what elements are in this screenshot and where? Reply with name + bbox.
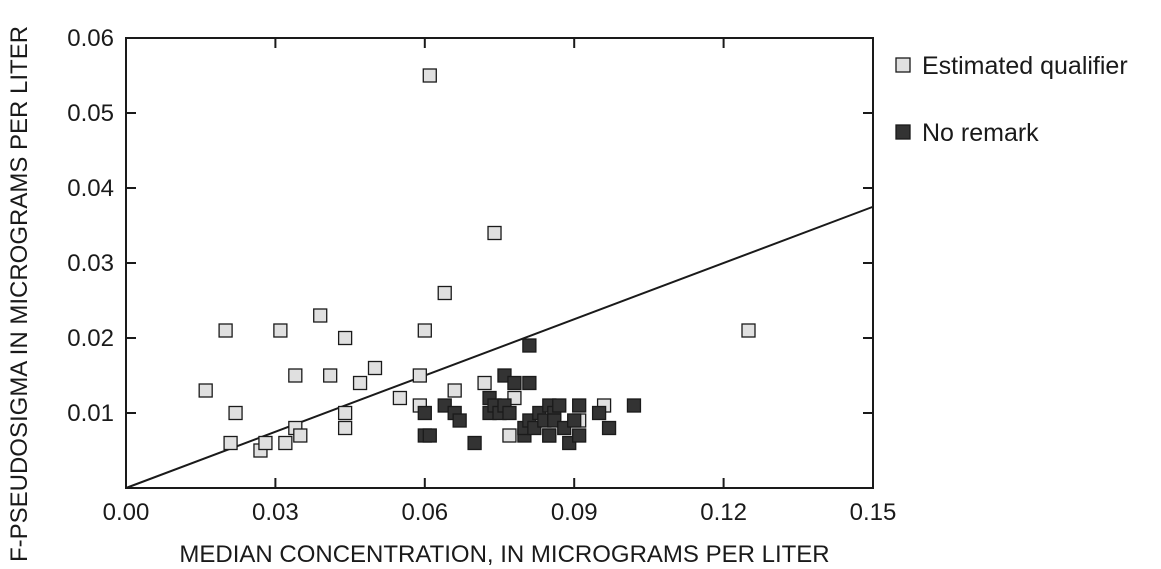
estimated-qualifier-point [228,405,243,421]
legend-swatch [895,124,911,140]
no-remark-point [601,420,617,436]
no-remark-point [626,398,642,413]
no-remark-point [507,375,522,391]
legend-label: Estimated qualifier [922,52,1128,80]
y-tick-label: 0.06 [67,25,114,52]
no-remark-point [522,338,537,353]
x-tick-label: 0.15 [850,499,897,526]
no-remark-point [467,435,482,451]
no-remark-point [502,405,517,421]
axis-ticks: 0.00 0.03 0.06 0.09 0.12 0.15 0.01 0.02 0.03 0.04… [67,25,896,526]
estimated-qualifier-point [258,435,273,451]
reference-line [125,205,874,489]
plot-frame-group [125,37,874,489]
estimated-qualifier-point [337,420,353,436]
x-tick-label: 0.06 [401,499,448,526]
y-tick-label: 0.05 [67,100,114,127]
no-remark-point [591,405,607,421]
no-remark-point [417,405,432,421]
legend: Estimated qualifier No remark [895,52,1128,147]
no-remark-point [452,413,467,428]
estimated-qualifier-point [741,323,756,338]
estimated-qualifier-point [367,360,383,376]
estimated-qualifier-point [487,225,502,241]
no-remark-point [572,398,587,413]
estimated-qualifier-point [392,390,408,406]
no-remark-point [542,428,557,443]
estimated-qualifier-point [477,375,492,391]
y-axis-title: F-PSEUDOSIGMA IN MICROGRAMS PER LITER [6,26,33,562]
estimated-qualifier-point [278,435,293,451]
estimated-qualifier-point [218,323,233,338]
data-points [198,68,756,458]
estimated-qualifier-point [412,368,427,383]
estimated-qualifier-point [422,68,437,83]
estimated-qualifier-point [293,428,308,443]
no-remark-point [572,428,587,443]
estimated-qualifier-point [502,428,517,443]
x-tick-label: 0.03 [252,499,299,526]
y-tick-label: 0.02 [67,325,114,352]
y-tick-label: 0.03 [67,250,114,277]
x-tick-label: 0.09 [551,499,598,526]
estimated-qualifier-point [437,285,452,301]
estimated-qualifier-point [447,383,462,398]
estimated-qualifier-point [337,330,353,346]
estimated-qualifier-point [288,368,303,383]
x-tick-label: 0.00 [103,499,150,526]
estimated-qualifier-point [352,375,368,391]
no-remark-point [522,375,537,391]
x-axis-title: MEDIAN CONCENTRATION, IN MICROGRAMS PER … [179,541,829,568]
estimated-qualifier-point [337,405,353,421]
estimated-qualifier-point [223,435,238,451]
estimated-qualifier-point [323,368,338,383]
legend-label: No remark [922,119,1039,147]
reference-line-group [125,205,874,489]
no-remark-point [567,413,582,428]
estimated-qualifier-point [273,323,288,338]
estimated-qualifier-point [198,383,213,398]
no-remark-point [422,428,437,443]
x-tick-label: 0.12 [700,499,747,526]
y-tick-label: 0.04 [67,175,114,202]
legend-swatch [895,57,911,73]
y-tick-label: 0.01 [67,400,114,427]
no-remark-point [552,398,567,413]
estimated-qualifier-point [313,308,328,323]
plot-area-frame [125,37,874,489]
estimated-qualifier-point [417,323,432,338]
